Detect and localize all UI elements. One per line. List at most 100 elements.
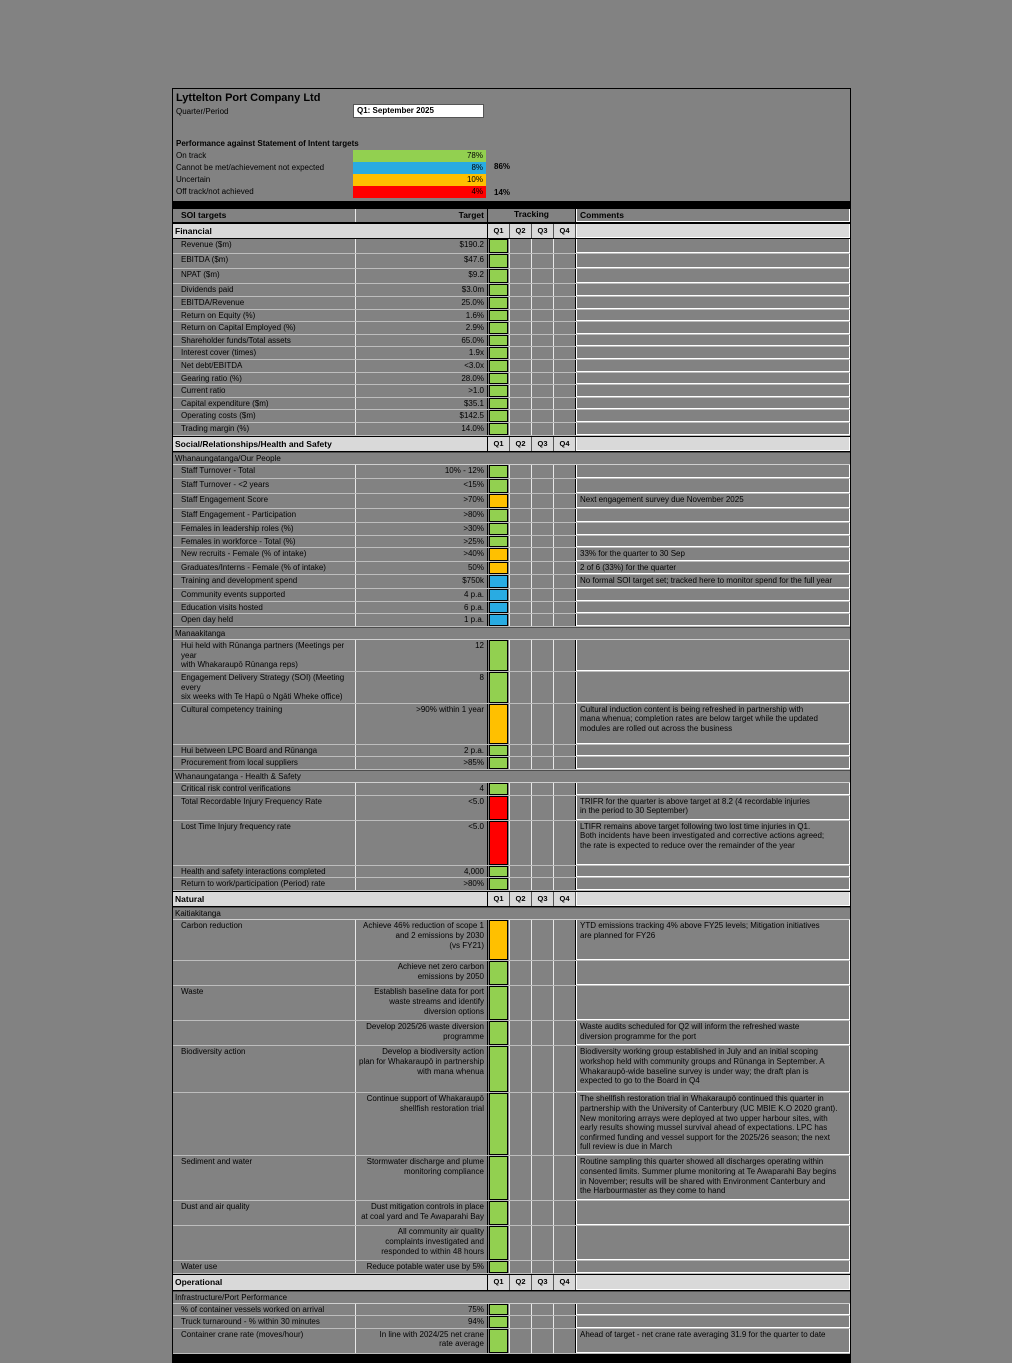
status-cell-q2[interactable]: [510, 347, 532, 359]
status-cell-q2[interactable]: [510, 703, 532, 744]
status-cell-q4[interactable]: [554, 334, 576, 347]
status-cell-q3[interactable]: [532, 1226, 554, 1261]
status-cell-q3[interactable]: [532, 878, 554, 891]
status-cell-q1[interactable]: [488, 284, 510, 296]
status-cell-q3[interactable]: [532, 422, 554, 435]
status-cell-q2[interactable]: [510, 961, 532, 986]
status-cell-q1[interactable]: [488, 640, 510, 672]
status-cell-q3[interactable]: [532, 535, 554, 548]
status-cell-q3[interactable]: [532, 795, 554, 820]
status-cell-q4[interactable]: [554, 820, 576, 865]
status-cell-q2[interactable]: [510, 269, 532, 284]
status-cell-q1[interactable]: [488, 1046, 510, 1093]
status-cell-q4[interactable]: [554, 1226, 576, 1261]
status-cell-q2[interactable]: [510, 986, 532, 1021]
status-cell-q3[interactable]: [532, 1201, 554, 1226]
status-cell-q1[interactable]: [488, 239, 510, 254]
status-cell-q2[interactable]: [510, 359, 532, 372]
status-cell-q3[interactable]: [532, 672, 554, 703]
status-cell-q3[interactable]: [532, 589, 554, 601]
status-cell-q3[interactable]: [532, 703, 554, 744]
status-cell-q2[interactable]: [510, 1046, 532, 1093]
status-cell-q2[interactable]: [510, 561, 532, 575]
status-cell-q1[interactable]: [488, 961, 510, 986]
status-cell-q2[interactable]: [510, 1201, 532, 1226]
status-cell-q3[interactable]: [532, 783, 554, 795]
status-cell-q4[interactable]: [554, 589, 576, 601]
status-cell-q3[interactable]: [532, 239, 554, 254]
status-cell-q4[interactable]: [554, 986, 576, 1021]
status-cell-q4[interactable]: [554, 522, 576, 535]
status-cell-q4[interactable]: [554, 296, 576, 309]
status-cell-q4[interactable]: [554, 493, 576, 508]
status-cell-q2[interactable]: [510, 1021, 532, 1046]
status-cell-q4[interactable]: [554, 1021, 576, 1046]
status-cell-q1[interactable]: [488, 410, 510, 422]
status-cell-q4[interactable]: [554, 269, 576, 284]
status-cell-q4[interactable]: [554, 878, 576, 891]
status-cell-q3[interactable]: [532, 1261, 554, 1274]
status-cell-q4[interactable]: [554, 397, 576, 410]
status-cell-q2[interactable]: [510, 1226, 532, 1261]
status-cell-q4[interactable]: [554, 478, 576, 493]
status-cell-q1[interactable]: [488, 1201, 510, 1226]
status-cell-q2[interactable]: [510, 795, 532, 820]
status-cell-q2[interactable]: [510, 464, 532, 478]
status-cell-q3[interactable]: [532, 1021, 554, 1046]
status-cell-q2[interactable]: [510, 744, 532, 757]
status-cell-q3[interactable]: [532, 269, 554, 284]
status-cell-q3[interactable]: [532, 548, 554, 561]
status-cell-q2[interactable]: [510, 239, 532, 254]
status-cell-q3[interactable]: [532, 1046, 554, 1093]
status-cell-q2[interactable]: [510, 672, 532, 703]
status-cell-q3[interactable]: [532, 478, 554, 493]
status-cell-q3[interactable]: [532, 865, 554, 878]
status-cell-q4[interactable]: [554, 640, 576, 672]
status-cell-q4[interactable]: [554, 783, 576, 795]
status-cell-q1[interactable]: [488, 309, 510, 322]
status-cell-q3[interactable]: [532, 820, 554, 865]
status-cell-q1[interactable]: [488, 986, 510, 1021]
status-cell-q3[interactable]: [532, 1303, 554, 1316]
status-cell-q3[interactable]: [532, 309, 554, 322]
status-cell-q3[interactable]: [532, 508, 554, 522]
status-cell-q1[interactable]: [488, 1328, 510, 1353]
status-cell-q1[interactable]: [488, 820, 510, 865]
status-cell-q4[interactable]: [554, 575, 576, 589]
status-cell-q3[interactable]: [532, 385, 554, 397]
status-cell-q1[interactable]: [488, 347, 510, 359]
status-cell-q4[interactable]: [554, 1328, 576, 1353]
status-cell-q1[interactable]: [488, 535, 510, 548]
status-cell-q1[interactable]: [488, 296, 510, 309]
status-cell-q4[interactable]: [554, 385, 576, 397]
status-cell-q1[interactable]: [488, 334, 510, 347]
status-cell-q1[interactable]: [488, 1156, 510, 1201]
status-cell-q2[interactable]: [510, 1303, 532, 1316]
status-cell-q4[interactable]: [554, 744, 576, 757]
status-cell-q1[interactable]: [488, 561, 510, 575]
status-cell-q4[interactable]: [554, 410, 576, 422]
status-cell-q3[interactable]: [532, 920, 554, 961]
status-cell-q4[interactable]: [554, 464, 576, 478]
status-cell-q4[interactable]: [554, 239, 576, 254]
status-cell-q2[interactable]: [510, 920, 532, 961]
status-cell-q4[interactable]: [554, 757, 576, 769]
status-cell-q3[interactable]: [532, 986, 554, 1021]
status-cell-q4[interactable]: [554, 601, 576, 614]
status-cell-q1[interactable]: [488, 614, 510, 627]
status-cell-q4[interactable]: [554, 1201, 576, 1226]
status-cell-q3[interactable]: [532, 575, 554, 589]
status-cell-q1[interactable]: [488, 522, 510, 535]
status-cell-q4[interactable]: [554, 322, 576, 334]
status-cell-q1[interactable]: [488, 757, 510, 769]
status-cell-q1[interactable]: [488, 478, 510, 493]
status-cell-q2[interactable]: [510, 575, 532, 589]
status-cell-q2[interactable]: [510, 878, 532, 891]
status-cell-q4[interactable]: [554, 920, 576, 961]
status-cell-q3[interactable]: [532, 1093, 554, 1156]
status-cell-q2[interactable]: [510, 508, 532, 522]
status-cell-q1[interactable]: [488, 744, 510, 757]
status-cell-q1[interactable]: [488, 672, 510, 703]
status-cell-q4[interactable]: [554, 1156, 576, 1201]
status-cell-q2[interactable]: [510, 1316, 532, 1328]
